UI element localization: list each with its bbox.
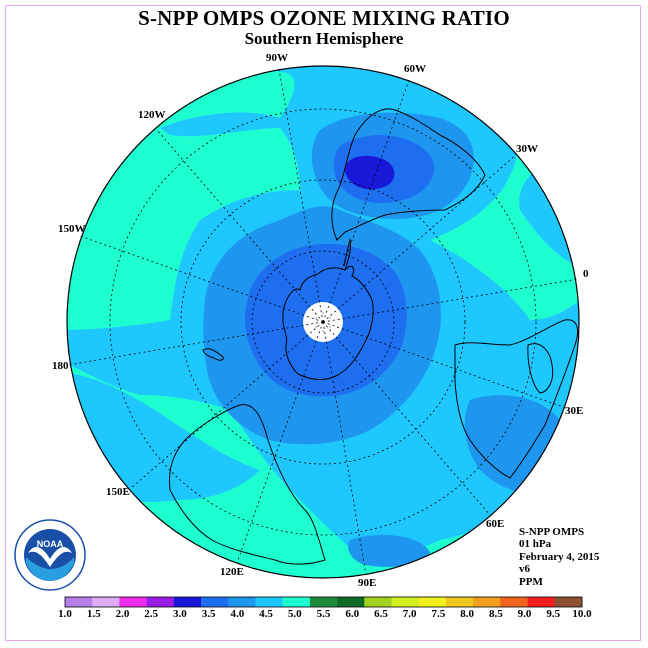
colorbar-tick-label: 9.0 [517, 608, 532, 620]
info-version: v6 [519, 563, 530, 576]
lon-label-0: 0 [583, 268, 589, 280]
coastlines [169, 108, 578, 565]
colorbar-tick-label: 2.5 [144, 608, 159, 620]
colorbar-tick-label: 1.0 [58, 608, 72, 620]
lon-label-150e: 150E [106, 486, 130, 498]
info-date: February 4, 2015 [519, 550, 600, 563]
colorbar-tick-label: 6.5 [374, 608, 388, 620]
colorbar-tick-label: 10.0 [572, 608, 592, 620]
colorbar-tick-label: 7.5 [431, 608, 446, 620]
colorbar-tick-label: 5.5 [316, 608, 331, 620]
graticule [67, 68, 579, 576]
antarctic-peninsula [343, 238, 351, 271]
africa-coast [454, 319, 578, 479]
colorbar-tick-label: 8.0 [460, 608, 474, 620]
lon-label-120e: 120E [220, 566, 244, 578]
lon-label-90e: 90E [358, 577, 377, 589]
info-block: S-NPP OMPS 01 hPa February 4, 2015 v6 PP… [519, 526, 599, 588]
lon-label-30e: 30E [565, 405, 584, 417]
lon-label-120w: 120W [138, 109, 166, 121]
map-title: S-NPP OMPS OZONE MIXING RATIO [138, 6, 510, 30]
info-level: 01 hPa [519, 538, 552, 551]
colorbar-tick-label: 9.5 [546, 608, 561, 620]
figure-frame [5, 5, 641, 641]
map-subtitle: Southern Hemisphere [244, 29, 404, 48]
colorbar-tick-label: 5.0 [287, 608, 302, 620]
lon-label-60e: 60E [486, 518, 505, 530]
lon-label-90w: 90W [266, 52, 288, 64]
colorbar-tick-label: 3.0 [173, 608, 187, 620]
new-zealand-coast [202, 348, 224, 361]
colorbar-tick-label: 7.0 [402, 608, 417, 620]
info-instrument: S-NPP OMPS [519, 526, 585, 538]
colorbar-tick-label: 4.5 [259, 608, 273, 620]
antarctica-coast [282, 265, 374, 380]
australia-coast [169, 404, 326, 565]
noaa-logo-text: NOAA [37, 539, 64, 549]
lon-label-60w: 60W [404, 63, 426, 75]
madagascar-coast [527, 343, 554, 394]
south-america-coast [331, 108, 486, 241]
colorbar-tick-label: 8.5 [488, 608, 503, 620]
colorbar-tick-label: 3.5 [201, 608, 216, 620]
map-border [66, 65, 580, 579]
lon-label-150w: 150W [58, 223, 86, 235]
colorbar-tick-label: 6.0 [345, 608, 360, 620]
lon-label-180: 180 [52, 360, 69, 372]
lon-label-30w: 30W [516, 143, 538, 155]
noaa-logo: NOAA [14, 519, 86, 591]
colorbar-tick-label: 1.5 [86, 608, 101, 620]
colorbar-tick-label: 2.0 [115, 608, 130, 620]
contour-3-5-south [348, 534, 430, 567]
info-units: PPM [519, 575, 543, 588]
contour-2-5-north [345, 155, 395, 190]
colorbar-tick-label: 4.0 [230, 608, 245, 620]
